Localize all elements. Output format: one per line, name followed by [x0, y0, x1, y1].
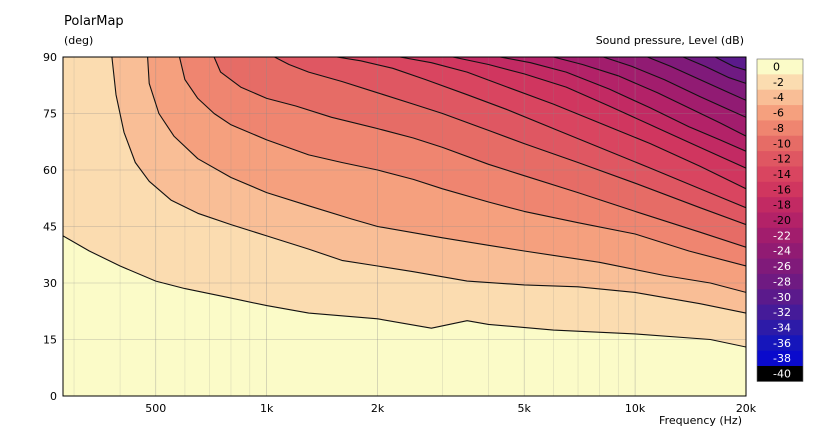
y-tick-label: 75: [43, 108, 57, 121]
colorbar-swatch: [757, 212, 803, 229]
colorbar-swatch: [757, 273, 803, 290]
colorbar-swatch: [757, 227, 803, 244]
colorbar-label: -32: [773, 306, 791, 319]
contour-fill-layer: [63, 57, 746, 396]
x-axis-label: Frequency (Hz): [659, 414, 742, 427]
x-tick-label: 5k: [518, 402, 532, 415]
x-tick-label: 20k: [736, 402, 757, 415]
contour-line-4: [111, 57, 746, 314]
colorbar-swatch: [757, 74, 803, 91]
colorbar-frame: [756, 58, 804, 382]
colorbar-swatch: [757, 120, 803, 137]
colorbar-title: Sound pressure, Level (dB): [596, 34, 744, 47]
colorbar-swatch: [757, 350, 803, 367]
colorbar-swatch: [757, 289, 803, 305]
x-tick-label: 2k: [371, 402, 385, 415]
colorbar-swatch: [757, 151, 803, 167]
grid-layer: [63, 57, 746, 396]
colorbar-label: 0: [773, 61, 780, 74]
plot-frame: [62, 56, 747, 397]
chart-title: PolarMap: [64, 14, 124, 29]
colorbar-label: -28: [773, 275, 791, 288]
colorbar-swatch: [757, 59, 803, 75]
colorbar-label: -22: [773, 229, 791, 242]
colorbar-swatch: [757, 243, 803, 259]
colorbar-label: -12: [773, 153, 791, 166]
colorbar-swatch: [757, 166, 803, 183]
colorbar-label: -2: [773, 76, 784, 89]
colorbar-swatch: [757, 181, 803, 198]
x-tick-labels: 500 1k 2k 5k 10k 20k: [145, 402, 757, 415]
contour-line-24: [603, 57, 746, 118]
colorbar-label: -6: [773, 107, 784, 120]
contour-line-6: [147, 57, 746, 293]
y-tick-labels: 0 15 30 45 60 75 90: [43, 51, 57, 403]
colorbar-label: -20: [773, 214, 791, 227]
contour-line-8: [178, 57, 746, 267]
y-tick-label: 15: [43, 334, 57, 347]
contour-line-20: [499, 57, 746, 152]
y-tick-label: 60: [43, 164, 57, 177]
contour-line-16: [399, 57, 746, 190]
colorbar-label: -34: [773, 321, 791, 334]
colorbar-label: -38: [773, 352, 791, 365]
y-tick-label: 45: [43, 221, 57, 234]
band-30: [715, 57, 746, 71]
colorbar-label: -30: [773, 291, 791, 304]
contour-line-2: [63, 235, 746, 348]
colorbar-swatch: [757, 258, 803, 275]
colorbar-label: -40: [773, 368, 791, 381]
colorbar: 0 -2 -4 -6 -8 -10 -12 -14 -16 -18 -20 -22 -24 -26 -28 -…: [756, 58, 804, 382]
colorbar-swatch: [757, 105, 803, 121]
contour-line-26: [647, 57, 746, 101]
colorbar-swatch: [757, 135, 803, 152]
contour-line-14: [336, 57, 746, 209]
x-tick-label: 10k: [625, 402, 646, 415]
colorbar-label: -14: [773, 168, 791, 181]
colorbar-label: -16: [773, 183, 791, 196]
y-axis-unit-label: (deg): [64, 34, 93, 47]
colorbar-label: -36: [773, 337, 791, 350]
colorbar-label: -4: [773, 91, 784, 104]
colorbar-swatch: [757, 366, 803, 382]
colorbar-swatch: [757, 304, 803, 321]
colorbar-swatch: [757, 335, 803, 352]
contour-line-10: [213, 57, 746, 248]
contour-line-12: [274, 57, 746, 226]
y-tick-label: 0: [50, 390, 57, 403]
x-tick-label: 1k: [260, 402, 274, 415]
contour-line-28: [682, 57, 746, 84]
colorbar-swatch: [757, 89, 803, 106]
colorbar-label: -18: [773, 199, 791, 212]
y-tick-label: 30: [43, 277, 57, 290]
colorbar-swatch: [757, 319, 803, 336]
contour-line-18: [452, 57, 746, 169]
contour-line-22: [553, 57, 746, 137]
colorbar-label: -24: [773, 245, 791, 258]
colorbar-label: -8: [773, 122, 784, 135]
colorbar-label: -26: [773, 260, 791, 273]
y-tick-label: 90: [43, 51, 57, 64]
x-tick-label: 500: [145, 402, 166, 415]
contour-line-30: [714, 57, 746, 71]
colorbar-label: -10: [773, 137, 791, 150]
contour-line-layer: [63, 57, 746, 348]
colorbar-swatch: [757, 197, 803, 213]
